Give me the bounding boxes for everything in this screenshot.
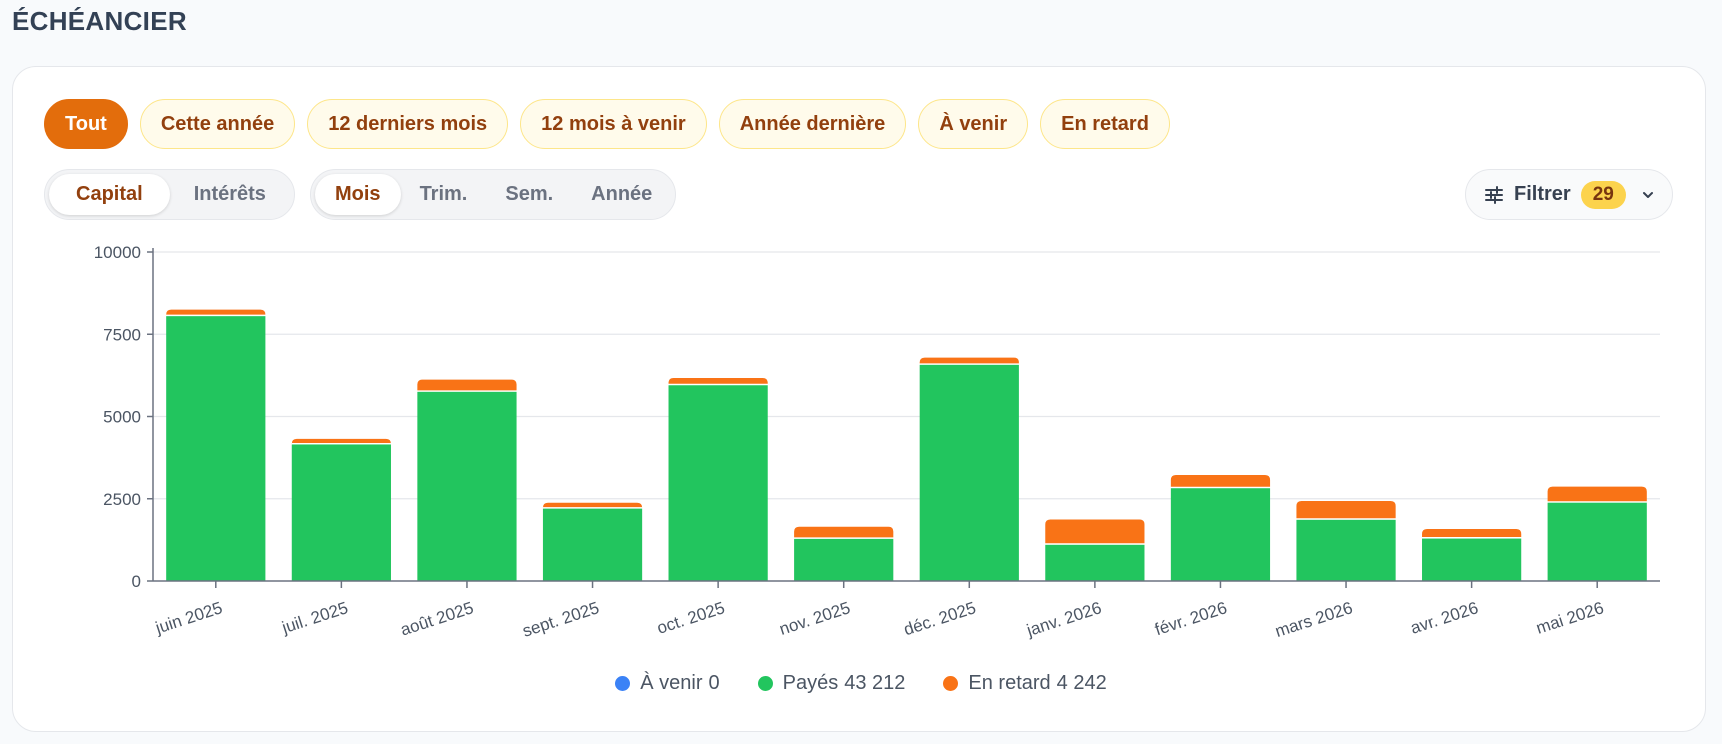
x-tick-label: avr. 2026: [1408, 598, 1480, 638]
chip-last-year[interactable]: Année dernière: [718, 99, 907, 149]
legend-label-paid: Payés: [782, 672, 839, 694]
chip-last-12-months[interactable]: 12 derniers mois: [307, 99, 509, 149]
bar-overdue[interactable]: [1422, 529, 1522, 538]
y-tick-label: 7500: [103, 325, 141, 344]
y-axis-ticks: 0 2500 5000 7500 10000: [94, 243, 153, 591]
toggle-month[interactable]: Mois: [315, 174, 401, 215]
bars: [166, 309, 1647, 581]
grid-lines: [153, 251, 1660, 500]
legend-label-upcoming: À venir: [640, 672, 703, 694]
x-tick-label: mars 2026: [1273, 598, 1355, 641]
x-tick-label: mai 2026: [1534, 598, 1606, 638]
toggle-interest[interactable]: Intérêts: [193, 183, 266, 205]
sliders-icon: [1484, 185, 1504, 205]
y-tick-label: 5000: [103, 408, 141, 427]
bar-paid[interactable]: [291, 444, 391, 581]
legend-label-overdue: En retard: [968, 672, 1051, 694]
chart-legend: À venir 0 Payés 43 212 En retard 4 242: [0, 672, 1722, 695]
bar-paid[interactable]: [794, 538, 894, 581]
y-tick-label: 0: [132, 572, 141, 591]
legend-item-upcoming[interactable]: À venir 0: [615, 672, 720, 695]
bar-paid[interactable]: [668, 385, 768, 581]
legend-item-overdue[interactable]: En retard 4 242: [943, 672, 1107, 695]
legend-value-upcoming: 0: [708, 672, 720, 694]
chip-overdue[interactable]: En retard: [1040, 99, 1170, 149]
bar-paid[interactable]: [417, 391, 517, 581]
page-title: ÉCHÉANCIER: [12, 6, 187, 36]
filter-count-badge: 29: [1580, 180, 1626, 209]
chip-upcoming[interactable]: À venir: [918, 99, 1029, 149]
bar-paid[interactable]: [166, 316, 266, 581]
y-tick-label: 10000: [94, 243, 141, 262]
bar-paid[interactable]: [1547, 502, 1647, 581]
legend-item-paid[interactable]: Payés 43 212: [757, 672, 906, 695]
bar-paid[interactable]: [542, 508, 643, 581]
bar-overdue[interactable]: [417, 379, 517, 391]
bar-paid[interactable]: [919, 364, 1019, 581]
x-tick-label: sept. 2025: [520, 598, 601, 641]
chip-next-12-months[interactable]: 12 mois à venir: [520, 99, 707, 149]
chip-this-year[interactable]: Cette année: [139, 99, 296, 149]
bar-paid[interactable]: [1170, 488, 1271, 581]
x-tick-label: déc. 2025: [901, 598, 978, 639]
x-tick-label: juil. 2025: [279, 598, 351, 637]
x-tick-label: août 2025: [398, 598, 476, 639]
amount-type-toggle: Capital Intérêts: [44, 169, 295, 220]
bar-paid[interactable]: [1422, 538, 1522, 581]
bar-overdue[interactable]: [1296, 501, 1396, 519]
bar-overdue[interactable]: [919, 357, 1019, 364]
legend-dot-overdue: [943, 676, 959, 691]
legend-dot-upcoming: [615, 676, 631, 691]
chip-all[interactable]: Tout: [44, 99, 128, 149]
toggle-year[interactable]: Année: [591, 183, 653, 205]
filter-label: Filtrer: [1514, 183, 1571, 205]
x-tick-label: nov. 2025: [777, 598, 853, 639]
legend-dot-paid: [757, 676, 773, 691]
x-tick-label: oct. 2025: [655, 598, 727, 638]
bar-overdue[interactable]: [166, 309, 266, 315]
bar-overdue[interactable]: [1170, 475, 1271, 487]
bar-overdue[interactable]: [291, 438, 391, 444]
schedule-card: [12, 66, 1706, 732]
period-filter-chips: Tout Cette année 12 derniers mois 12 moi…: [44, 99, 1170, 149]
bar-overdue[interactable]: [668, 378, 768, 384]
bar-overdue[interactable]: [1045, 519, 1145, 544]
bar-paid[interactable]: [1045, 544, 1145, 581]
x-axis-ticks: juin 2025 juil. 2025 août 2025 sept. 2025 oc…: [152, 581, 1606, 641]
bar-paid[interactable]: [1296, 519, 1396, 581]
granularity-toggle: Mois Trim. Sem. Année: [310, 169, 677, 220]
y-tick-label: 2500: [103, 490, 141, 509]
bar-overdue[interactable]: [542, 502, 643, 508]
x-tick-label: juin 2025: [152, 598, 224, 638]
legend-value-paid: 43 212: [844, 672, 906, 694]
toggle-quarter[interactable]: Trim.: [419, 183, 468, 205]
bar-overdue[interactable]: [794, 526, 894, 538]
chevron-down-icon: [1640, 187, 1656, 203]
filter-button[interactable]: Filtrer 29: [1465, 169, 1673, 220]
x-tick-label: janv. 2026: [1024, 598, 1104, 640]
x-tick-label: févr. 2026: [1153, 598, 1230, 639]
bar-overdue[interactable]: [1547, 486, 1647, 502]
toggle-semester[interactable]: Sem.: [505, 183, 554, 205]
legend-value-overdue: 4 242: [1056, 672, 1107, 694]
toggle-capital[interactable]: Capital: [49, 174, 170, 215]
